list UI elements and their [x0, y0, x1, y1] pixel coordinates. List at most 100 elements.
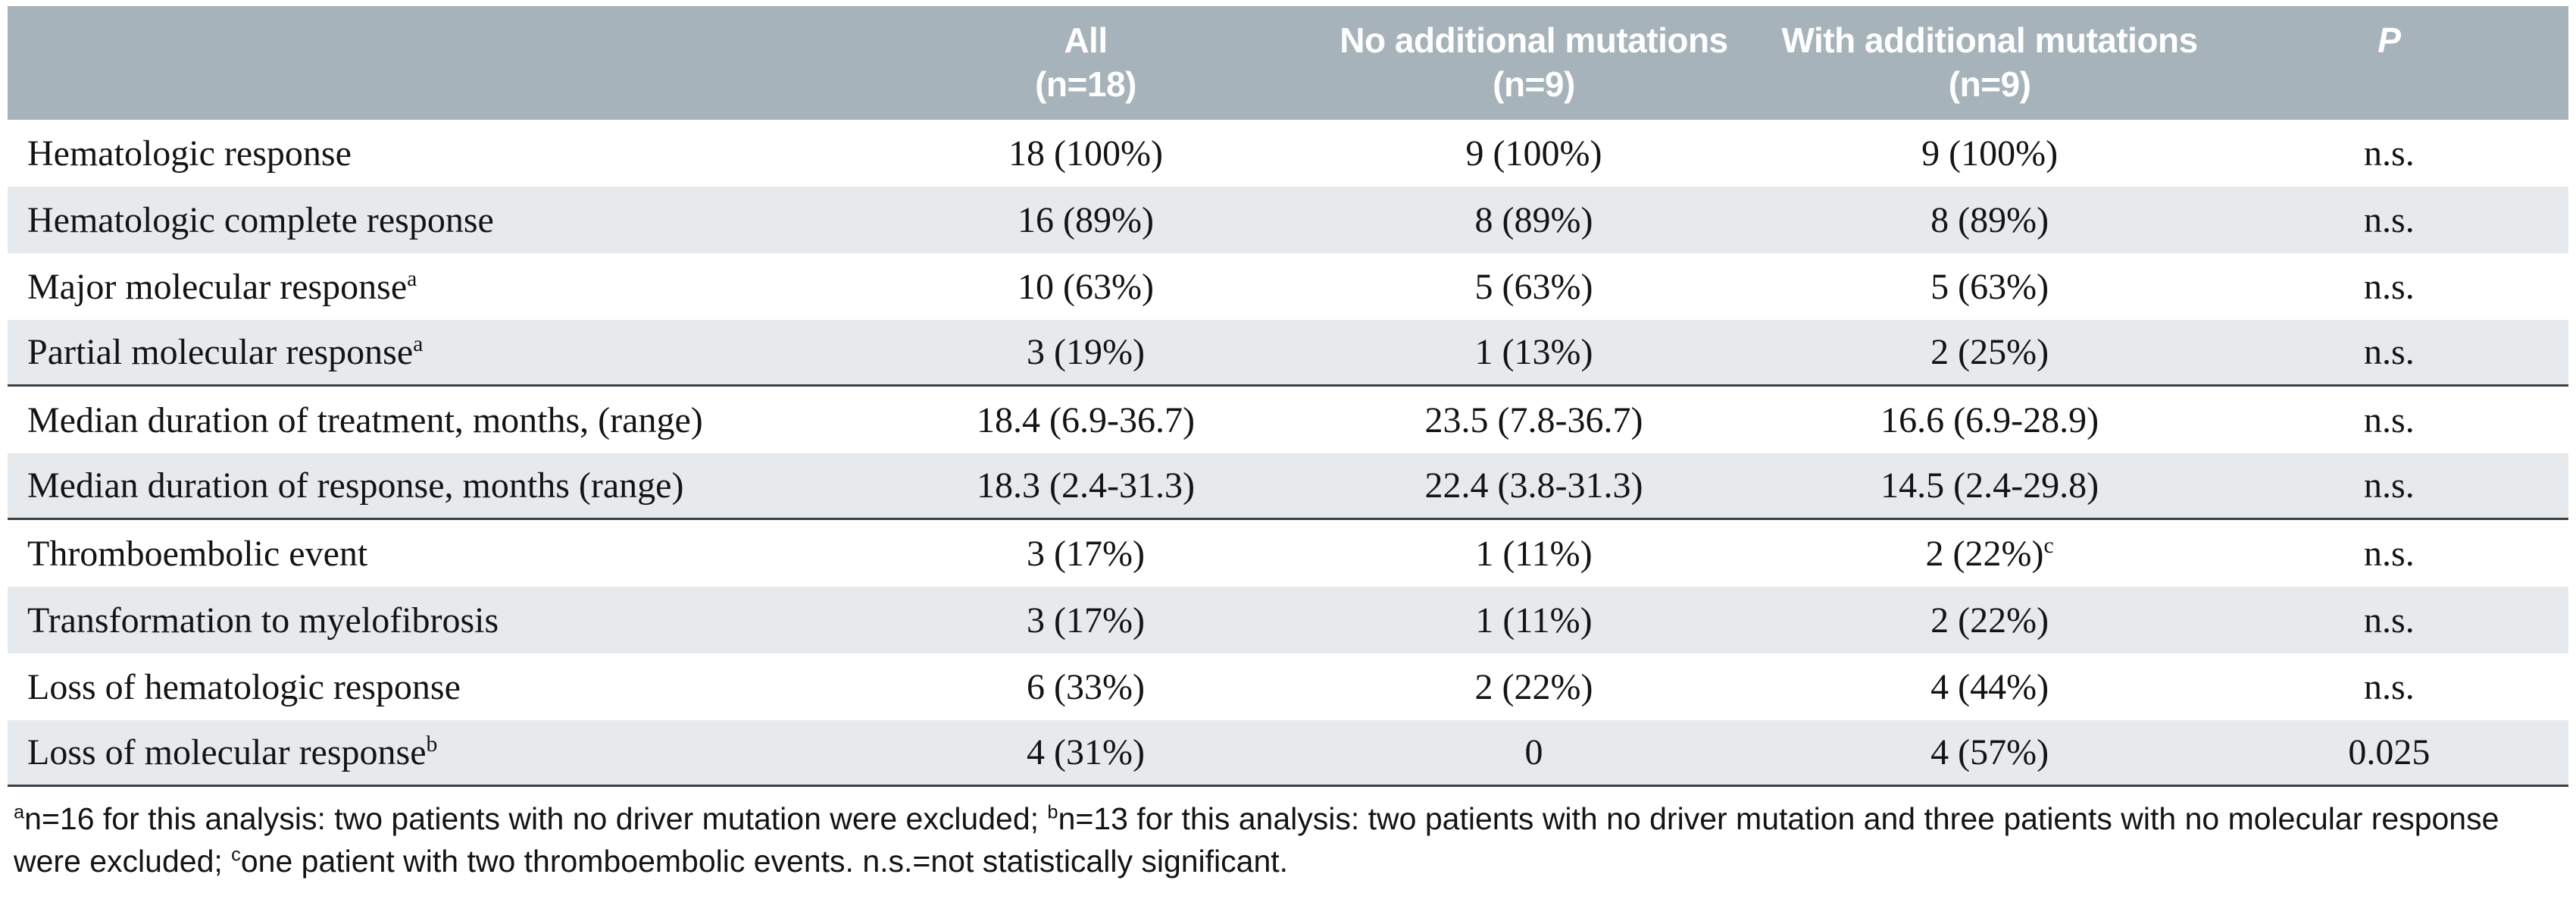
row-label: Loss of molecular responseb: [8, 732, 873, 773]
cell-with-additional: 2 (25%): [1769, 331, 2209, 373]
results-table: All (n=18) No additional mutations (n=9)…: [8, 6, 2568, 882]
cell-p-value: n.s.: [2364, 666, 2415, 707]
table-row: Hematologic complete response 16 (89%) 8…: [8, 186, 2568, 253]
cell-with-additional: 16.6 (6.9-28.9): [1769, 399, 2209, 441]
cell-no-additional: 0: [1524, 732, 1543, 772]
header-col-with-additional-line2: (n=9): [1948, 64, 2031, 104]
row-label-sup: a: [407, 265, 417, 291]
cell-with-additional-sup: c: [2043, 532, 2054, 558]
row-label: Loss of hematologic response: [8, 666, 873, 708]
cell-no-additional: 5 (63%): [1474, 266, 1593, 307]
footnote-sup-a: a: [14, 801, 25, 823]
header-col-no-additional-line2: (n=9): [1493, 64, 1575, 104]
cell-with-additional: 14.5 (2.4-29.8): [1769, 465, 2209, 506]
row-label-text: Partial molecular response: [27, 332, 414, 372]
row-label: Median duration of response, months (ran…: [8, 465, 873, 506]
header-col-with-additional: With additional mutations (n=9): [1769, 18, 2209, 120]
row-label-text: Major molecular response: [27, 266, 408, 307]
row-label: Thromboembolic event: [8, 533, 873, 575]
cell-no-additional: 8 (89%): [1474, 199, 1593, 240]
cell-all: 18.4 (6.9-36.7): [977, 399, 1195, 440]
cell-all: 6 (33%): [1027, 666, 1145, 707]
header-col-p: P: [2210, 18, 2568, 120]
cell-with-additional-text: 2 (25%): [1930, 332, 2049, 372]
cell-p-value: n.s.: [2364, 266, 2415, 307]
cell-with-additional-text: 8 (89%): [1930, 199, 2049, 240]
row-label-text: Loss of hematologic response: [27, 666, 461, 707]
cell-all: 18 (100%): [1008, 133, 1163, 174]
row-label-text: Hematologic complete response: [27, 199, 494, 240]
cell-all: 10 (63%): [1018, 266, 1154, 307]
cell-p-value: n.s.: [2364, 332, 2415, 372]
row-label-text: Transformation to myelofibrosis: [27, 600, 499, 641]
cell-all: 3 (19%): [1027, 332, 1145, 372]
cell-with-additional-text: 5 (63%): [1930, 266, 2049, 307]
cell-p-value: n.s.: [2364, 399, 2415, 440]
table-row: Major molecular responsea 10 (63%) 5 (63…: [8, 253, 2568, 320]
table-row: Thromboembolic event 3 (17%) 1 (11%) 2 (…: [8, 520, 2568, 587]
row-label: Major molecular responsea: [8, 266, 873, 308]
cell-all: 16 (89%): [1018, 199, 1154, 240]
cell-p-value: n.s.: [2364, 600, 2415, 641]
header-col-all-line2: (n=18): [1035, 64, 1136, 104]
cell-with-additional-text: 14.5 (2.4-29.8): [1880, 465, 2099, 506]
cell-with-additional-text: 2 (22%): [1925, 533, 2044, 574]
header-col-all-line1: All: [1064, 20, 1108, 60]
cell-no-additional: 2 (22%): [1474, 666, 1593, 707]
footnote-sup-b: b: [1047, 801, 1058, 823]
row-label: Partial molecular responsea: [8, 331, 873, 373]
row-label: Transformation to myelofibrosis: [8, 600, 873, 641]
table-row: Loss of hematologic response 6 (33%) 2 (…: [8, 653, 2568, 720]
row-label-text: Median duration of response, months (ran…: [27, 465, 684, 506]
table-row: Median duration of treatment, months, (r…: [8, 387, 2568, 453]
table-row: Hematologic response 18 (100%) 9 (100%) …: [8, 120, 2568, 186]
row-label: Hematologic complete response: [8, 199, 873, 241]
row-label-text: Thromboembolic event: [27, 533, 368, 574]
footnote-sup-c: c: [231, 844, 241, 866]
table-row: Loss of molecular responseb 4 (31%) 0 4 …: [8, 720, 2568, 787]
header-col-all: All (n=18): [873, 18, 1298, 120]
row-label: Hematologic response: [8, 133, 873, 174]
cell-with-additional-text: 4 (44%): [1930, 666, 2049, 707]
cell-p-value: n.s.: [2364, 133, 2415, 174]
cell-p-value: n.s.: [2364, 533, 2415, 574]
cell-with-additional: 2 (22%): [1769, 600, 2209, 641]
cell-with-additional: 4 (57%): [1769, 732, 2209, 773]
row-label-sup: b: [426, 732, 438, 757]
table-row: Transformation to myelofibrosis 3 (17%) …: [8, 587, 2568, 653]
cell-no-additional: 22.4 (3.8-31.3): [1424, 465, 1643, 506]
table-row: Partial molecular responsea 3 (19%) 1 (1…: [8, 320, 2568, 387]
header-col-with-additional-line1: With additional mutations: [1781, 20, 2198, 60]
header-col-p-label: P: [2377, 20, 2401, 60]
cell-p-value: n.s.: [2364, 465, 2415, 506]
cell-with-additional-text: 16.6 (6.9-28.9): [1880, 399, 2099, 440]
row-label-sup: a: [413, 331, 424, 356]
cell-with-additional: 4 (44%): [1769, 666, 2209, 708]
footnote-text-c: one patient with two thromboembolic even…: [240, 844, 1289, 879]
row-label-text: Median duration of treatment, months, (r…: [27, 399, 703, 440]
table-header: All (n=18) No additional mutations (n=9)…: [8, 6, 2568, 120]
cell-with-additional-text: 2 (22%): [1930, 600, 2049, 641]
cell-no-additional: 1 (11%): [1475, 600, 1593, 641]
cell-all: 3 (17%): [1027, 533, 1145, 574]
row-label-text: Hematologic response: [27, 133, 352, 174]
header-col-no-additional: No additional mutations (n=9): [1299, 18, 1770, 120]
cell-no-additional: 1 (11%): [1475, 533, 1593, 574]
cell-all: 18.3 (2.4-31.3): [977, 465, 1195, 506]
cell-with-additional: 2 (22%)c: [1769, 533, 2209, 575]
footnote-text-a: n=16 for this analysis: two patients wit…: [24, 801, 1048, 836]
header-col-no-additional-line1: No additional mutations: [1340, 20, 1728, 60]
cell-with-additional: 9 (100%): [1769, 133, 2209, 174]
row-label: Median duration of treatment, months, (r…: [8, 399, 873, 441]
cell-with-additional: 8 (89%): [1769, 199, 2209, 241]
cell-all: 4 (31%): [1027, 732, 1145, 772]
table-row: Median duration of response, months (ran…: [8, 453, 2568, 520]
cell-with-additional: 5 (63%): [1769, 266, 2209, 308]
cell-p-value: n.s.: [2364, 199, 2415, 240]
cell-all: 3 (17%): [1027, 600, 1145, 641]
table-footnote: an=16 for this analysis: two patients wi…: [8, 797, 2568, 882]
cell-with-additional-text: 4 (57%): [1930, 732, 2049, 772]
cell-no-additional: 23.5 (7.8-36.7): [1424, 399, 1643, 440]
footnote-text-b: n=13 for this analysis: two patients wit…: [14, 801, 2499, 879]
